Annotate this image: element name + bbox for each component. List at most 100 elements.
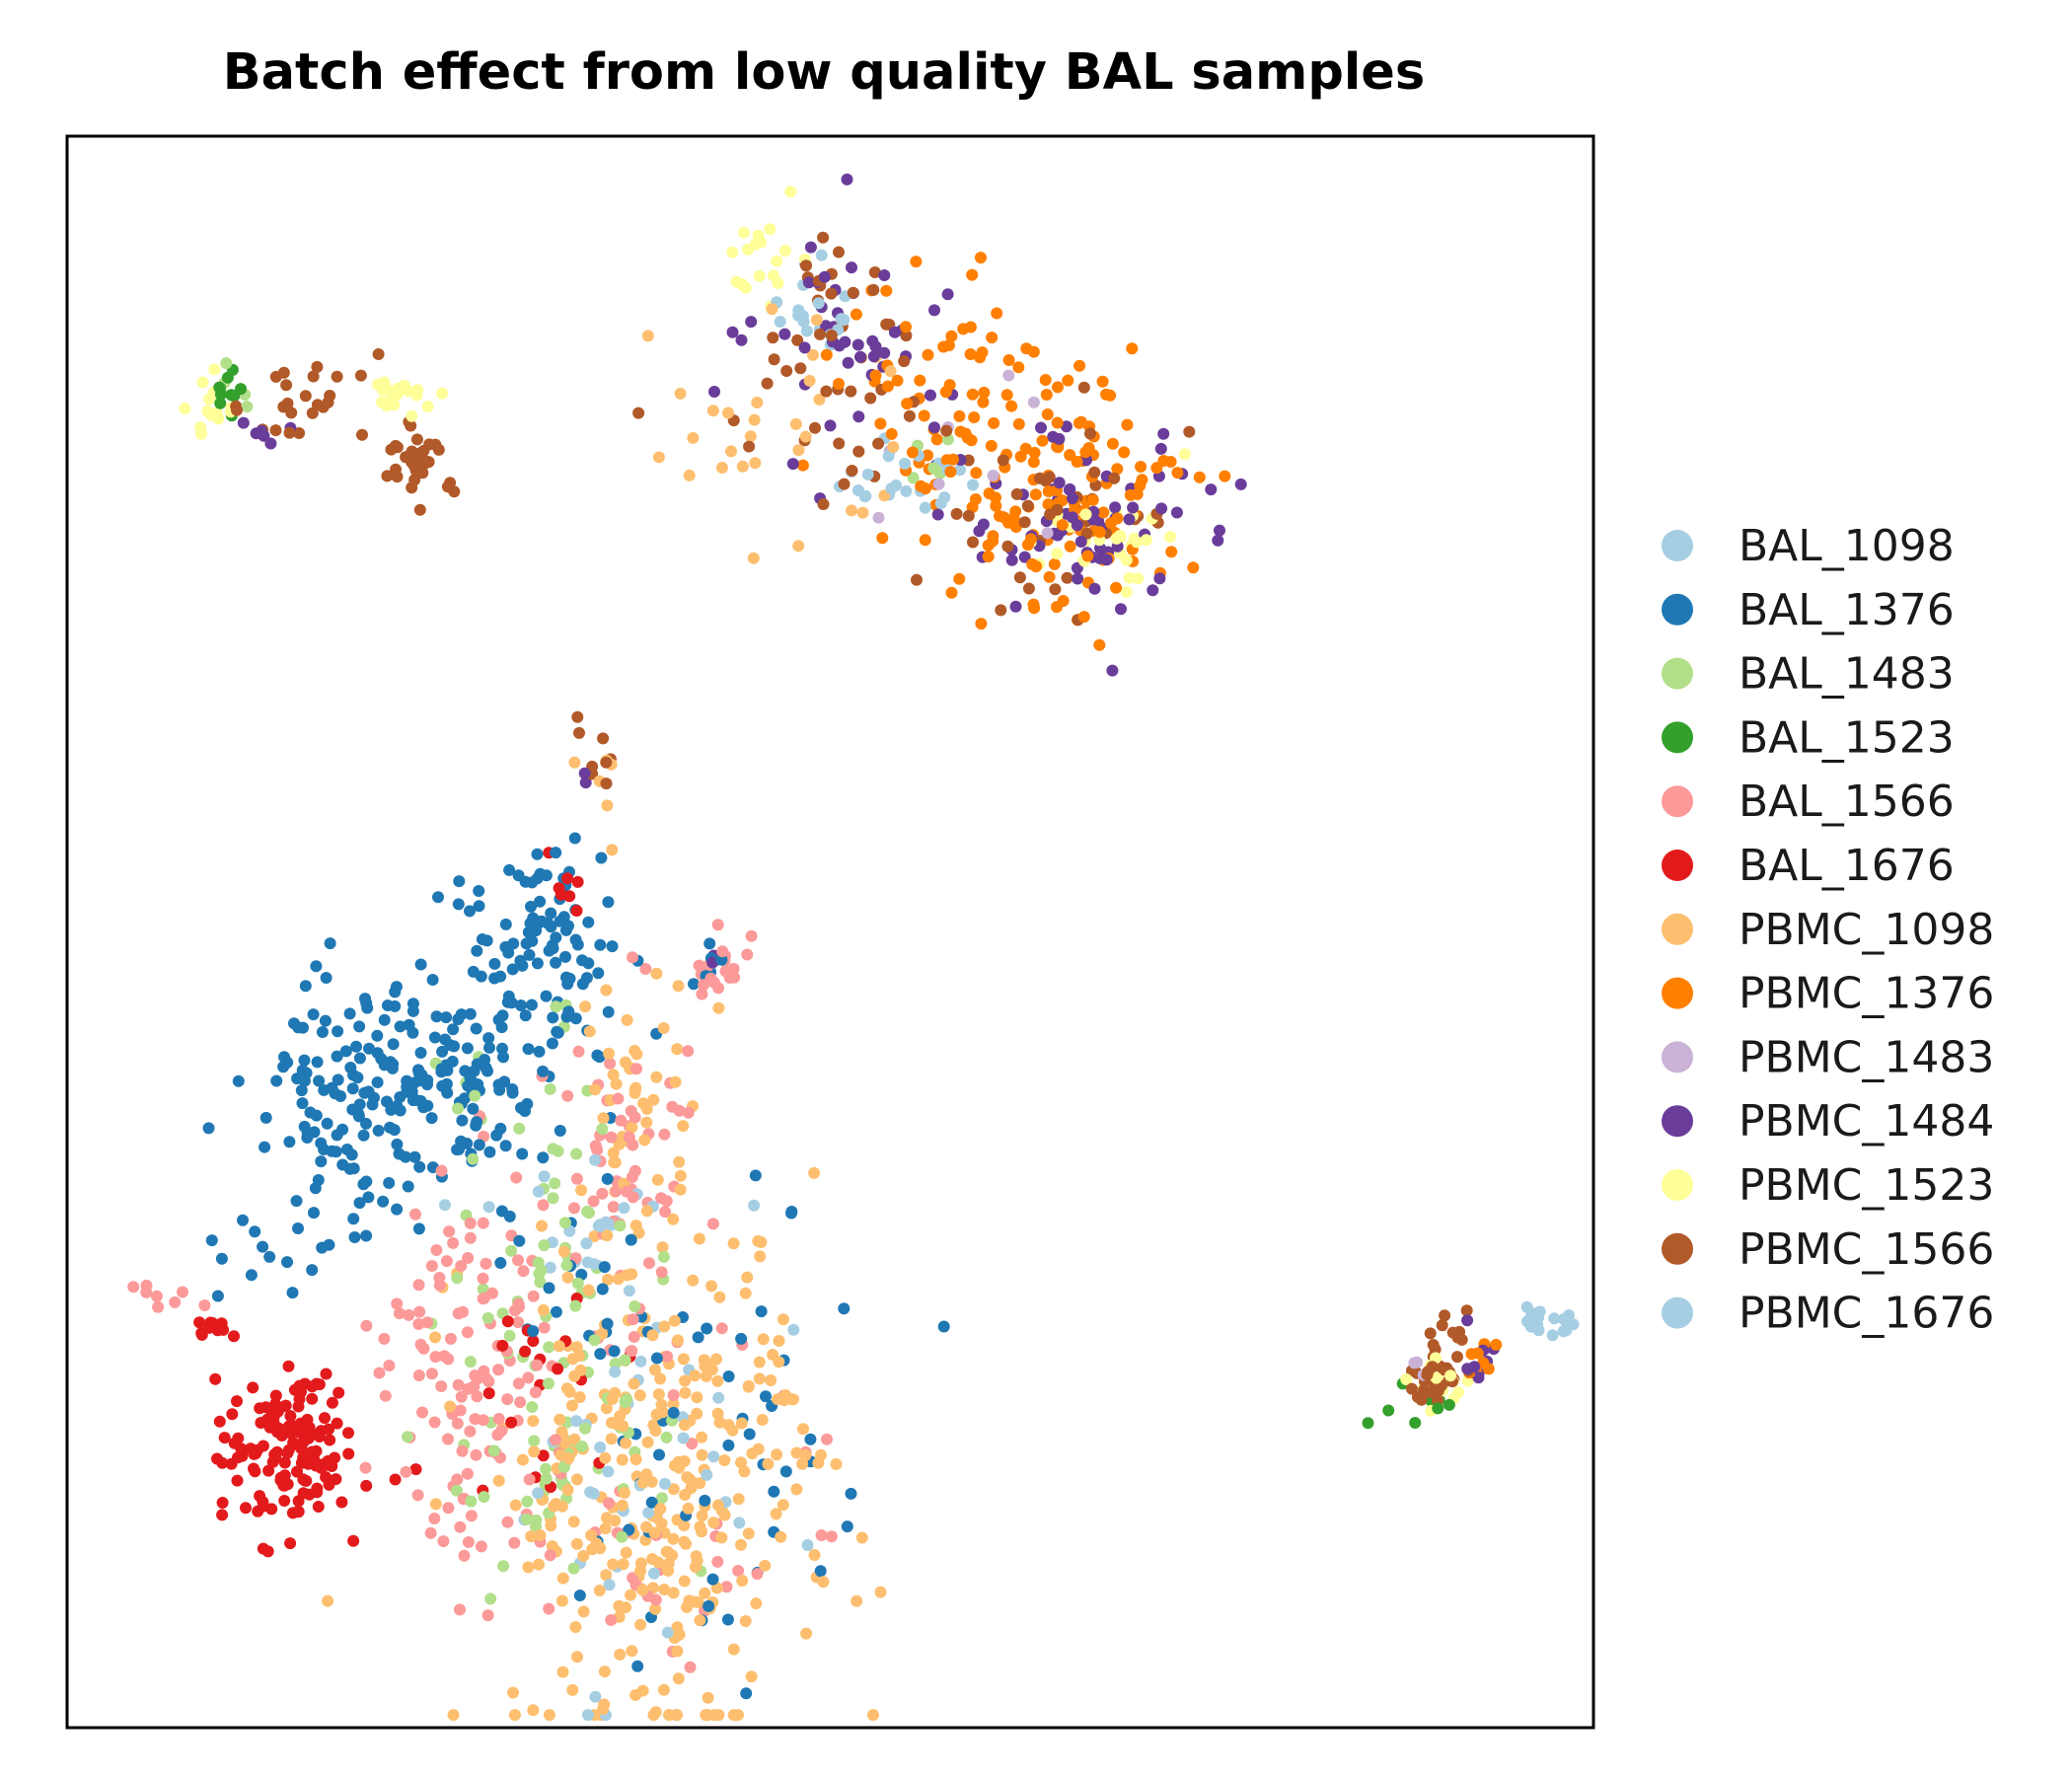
data-point-bal-1566 — [549, 1434, 561, 1446]
data-point-pbmc-1523 — [1120, 554, 1133, 566]
data-point-pbmc-1098 — [617, 1420, 629, 1433]
data-point-bal-1566 — [424, 1526, 437, 1539]
data-point-pbmc-1098 — [711, 1374, 724, 1387]
data-point-bal-1676 — [312, 1501, 325, 1513]
data-point-pbmc-1098 — [658, 1584, 671, 1595]
data-point-pbmc-1098 — [671, 1645, 684, 1658]
data-point-bal-1566 — [435, 1380, 448, 1392]
data-point-bal-1483 — [241, 401, 254, 413]
data-point-pbmc-1484 — [237, 416, 250, 429]
data-point-pbmc-1523 — [1140, 534, 1152, 547]
data-point-pbmc-1098 — [620, 1437, 632, 1449]
data-point-bal-1566 — [612, 1092, 625, 1105]
data-point-pbmc-1098 — [571, 1651, 583, 1664]
data-point-bal-1676 — [226, 1408, 239, 1421]
data-point-bal-1376 — [332, 1025, 344, 1038]
data-point-pbmc-1098 — [525, 1530, 538, 1543]
data-point-bal-1483 — [560, 1259, 573, 1272]
data-point-bal-1566 — [442, 1353, 455, 1366]
data-point-bal-1376 — [412, 1222, 425, 1235]
data-point-bal-1566 — [481, 1609, 494, 1622]
data-point-pbmc-1098 — [527, 1704, 540, 1717]
data-point-bal-1676 — [259, 1401, 272, 1414]
data-point-bal-1566 — [454, 1404, 467, 1417]
data-point-bal-1098 — [812, 297, 825, 310]
data-point-bal-1098 — [800, 325, 813, 337]
data-point-bal-1376 — [295, 1084, 308, 1097]
data-point-pbmc-1376 — [1064, 449, 1076, 462]
data-point-pbmc-1376 — [1062, 374, 1074, 387]
data-point-pbmc-1098 — [629, 1083, 641, 1096]
data-point-pbmc-1098 — [662, 1564, 675, 1577]
data-point-bal-1676 — [537, 1449, 550, 1462]
data-point-pbmc-1484 — [1106, 664, 1119, 677]
data-point-bal-1566 — [603, 1497, 616, 1510]
data-point-pbmc-1484 — [1155, 502, 1168, 515]
data-point-bal-1376 — [559, 950, 571, 963]
data-point-bal-1483 — [465, 1495, 478, 1508]
data-point-pbmc-1098 — [884, 365, 897, 378]
data-point-bal-1376 — [259, 1111, 272, 1124]
data-point-pbmc-1376 — [1012, 361, 1025, 374]
data-point-bal-1566 — [480, 1372, 492, 1385]
data-point-pbmc-1376 — [820, 348, 833, 361]
data-point-pbmc-1098 — [648, 1364, 661, 1376]
legend-item: PBMC_1098 — [1662, 905, 1994, 955]
data-point-pbmc-1484 — [706, 956, 719, 969]
data-point-bal-1566 — [480, 1257, 492, 1270]
data-point-pbmc-1098 — [748, 413, 761, 426]
data-point-bal-1566 — [639, 963, 652, 975]
data-point-bal-1376 — [326, 1145, 338, 1157]
data-point-bal-1676 — [255, 1417, 267, 1429]
data-point-bal-1376 — [543, 1282, 555, 1295]
data-point-bal-1566 — [198, 1299, 211, 1311]
data-point-bal-1376 — [499, 1140, 512, 1152]
data-point-pbmc-1376 — [1052, 381, 1064, 394]
data-point-pbmc-1098 — [710, 1353, 722, 1366]
data-point-pbmc-1376 — [1057, 595, 1070, 607]
data-point-bal-1376 — [473, 900, 485, 913]
data-point-bal-1483 — [544, 1082, 556, 1095]
data-point-pbmc-1098 — [537, 1303, 550, 1316]
data-point-pbmc-1376 — [1077, 611, 1090, 624]
data-point-bal-1483 — [535, 1264, 548, 1277]
data-point-bal-1676 — [254, 1490, 266, 1503]
data-point-bal-1676 — [496, 1339, 509, 1352]
data-point-bal-1676 — [202, 1321, 215, 1334]
data-point-pbmc-1098 — [636, 1584, 649, 1596]
data-point-pbmc-1376 — [1056, 518, 1069, 531]
data-point-pbmc-1566 — [911, 573, 923, 586]
data-point-bal-1566 — [414, 1338, 427, 1351]
data-point-pbmc-1566 — [1033, 472, 1046, 484]
data-point-pbmc-1098 — [667, 1587, 680, 1599]
data-point-bal-1376 — [321, 1117, 333, 1130]
data-point-bal-1483 — [526, 1401, 539, 1413]
data-point-pbmc-1098 — [749, 457, 762, 470]
data-point-pbmc-1376 — [910, 256, 923, 268]
data-point-pbmc-1376 — [1042, 485, 1055, 497]
data-point-bal-1098 — [835, 313, 848, 326]
data-point-pbmc-1566 — [372, 348, 385, 360]
data-point-bal-1483 — [538, 1239, 551, 1252]
data-point-bal-1376 — [467, 965, 480, 978]
data-point-pbmc-1098 — [739, 1287, 752, 1299]
data-point-bal-1376 — [394, 1091, 407, 1103]
legend-item: BAL_1098 — [1662, 521, 1955, 571]
data-point-pbmc-1566 — [356, 428, 368, 441]
data-point-bal-1483 — [530, 1514, 543, 1526]
data-point-pbmc-1566 — [820, 385, 833, 398]
legend-item: PBMC_1523 — [1662, 1160, 1994, 1211]
data-point-pbmc-1566 — [1061, 571, 1073, 584]
data-point-bal-1566 — [491, 1429, 504, 1442]
data-point-pbmc-1098 — [747, 552, 760, 564]
data-point-pbmc-1098 — [613, 1138, 626, 1150]
data-point-pbmc-1566 — [1451, 1331, 1464, 1344]
data-point-bal-1376 — [320, 972, 333, 984]
data-point-pbmc-1376 — [970, 467, 983, 480]
data-point-bal-1376 — [721, 1613, 734, 1626]
data-point-pbmc-1484 — [867, 350, 880, 363]
data-point-bal-1376 — [310, 1109, 323, 1122]
data-point-pbmc-1566 — [408, 474, 421, 486]
data-point-pbmc-1676 — [900, 484, 913, 497]
